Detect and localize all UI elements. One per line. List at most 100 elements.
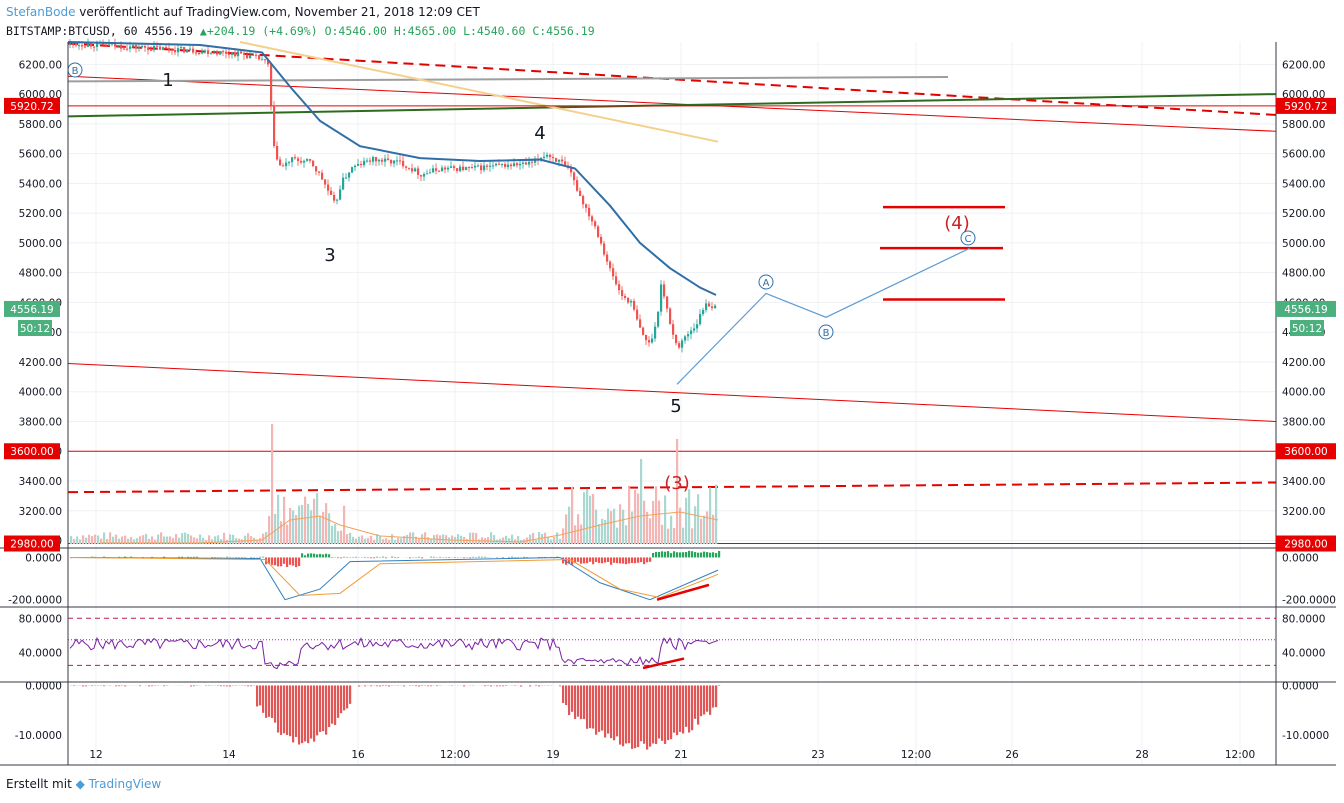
macd-histogram-bar (631, 557, 634, 564)
candle-body (495, 163, 498, 166)
volume-bar (628, 487, 631, 544)
volume-bar (79, 539, 82, 544)
candle-body (546, 154, 549, 157)
volume-bar (349, 532, 352, 544)
candle-body (582, 195, 585, 205)
candle-body (150, 49, 153, 51)
tradingview-link[interactable]: TradingView (88, 777, 162, 791)
volume-bar (391, 534, 394, 544)
price-tick-left: 3200.00 (19, 506, 62, 518)
macd-histogram-bar (511, 556, 514, 558)
countdown-tag-bg (18, 320, 52, 336)
volume-bar (142, 535, 145, 544)
tradingview-logo-icon[interactable]: ◆ (75, 777, 85, 791)
candle-body (318, 171, 321, 173)
volume-bar (472, 532, 475, 544)
volume-bar (181, 533, 184, 544)
osc3-bar (670, 685, 673, 740)
volume-bar (157, 534, 160, 544)
osc3-bar (250, 685, 253, 687)
volume-bar (691, 528, 694, 544)
price-tick-left: 3400.00 (19, 476, 62, 488)
volume-bar (544, 532, 547, 544)
candle-body (705, 303, 708, 310)
candle-body (471, 167, 474, 169)
last-price-tag: 4556.19 (1284, 304, 1327, 316)
volume-bar (646, 511, 649, 544)
candle-body (444, 167, 447, 170)
osc3-bar (304, 685, 307, 742)
osc3-tick-left: 0.0000 (25, 680, 62, 692)
volume-bar (199, 534, 202, 544)
price-tick-right: 4000.00 (1282, 387, 1325, 399)
level-5920-tag: 5920.72 (1284, 101, 1327, 113)
level-3600-tag: 3600.00 (1284, 446, 1327, 458)
candle-body (531, 161, 534, 163)
macd-histogram-bar (364, 556, 367, 558)
indicator-panes (0, 547, 1336, 750)
time-tick: 28 (1135, 749, 1148, 761)
author-name[interactable]: StefanBode (6, 5, 76, 19)
volume-bar (139, 536, 142, 544)
candle-body (252, 54, 255, 56)
candle-body (210, 53, 213, 55)
candle-body (246, 54, 249, 59)
macd-histogram-bar (385, 557, 388, 559)
candle-body (507, 164, 510, 168)
candle-body (513, 163, 516, 167)
candle-body (189, 48, 192, 50)
macd-histogram-bar (298, 557, 301, 567)
osc3-bar (571, 685, 574, 712)
candle-body (615, 276, 618, 285)
candle-body (237, 51, 240, 57)
candle-body (594, 221, 597, 227)
price-tick-left: 5200.00 (19, 208, 62, 220)
volume-bar (715, 484, 718, 544)
volume-bar (94, 534, 97, 544)
macd-histogram-bar (478, 556, 481, 558)
osc3-bar (370, 685, 373, 687)
macd-histogram-bar (421, 557, 424, 559)
last-price-tag-bg (4, 300, 60, 317)
gray-horizontal-line (67, 75, 949, 83)
candle-body (303, 160, 306, 163)
macd-histogram-bar (304, 555, 307, 558)
rsi-tick-right: 40.0000 (1282, 648, 1325, 660)
osc3-bar (697, 685, 700, 725)
price-tick-right: 3800.00 (1282, 416, 1325, 428)
candle-body (408, 167, 411, 169)
osc3-bar (463, 685, 466, 687)
volume-bar (331, 525, 334, 544)
volume-bar (172, 537, 175, 544)
symbol-label[interactable]: BITSTAMP:BTCUSD, 60 (6, 24, 138, 38)
macd-histogram-bar (601, 557, 604, 564)
osc3-bar (484, 685, 487, 687)
candle-body (360, 163, 363, 166)
volume-bar (505, 535, 508, 544)
candle-body (393, 160, 396, 164)
osc3-bar (280, 685, 283, 735)
volume-bar (430, 538, 433, 544)
osc3-bar (679, 685, 682, 732)
candle-body (525, 162, 528, 165)
volume-bar (214, 536, 217, 544)
low-value: L:4540.60 (463, 24, 526, 38)
volume-bar (592, 493, 595, 544)
candle-body (549, 154, 552, 157)
volume-bar (280, 521, 283, 544)
candle-body (543, 156, 546, 158)
chart-header-ohlc: BITSTAMP:BTCUSD, 60 4556.19 ▲+204.19 (+4… (6, 24, 595, 38)
osc3-bar (91, 685, 94, 687)
volume-bar (367, 537, 370, 544)
volume-bar (601, 518, 604, 544)
price-tick-left: 6200.00 (19, 59, 62, 71)
ema-line (67, 41, 717, 296)
osc3-bar (118, 685, 121, 687)
price-change: +204.19 (+4.69%) (206, 24, 318, 38)
volume-bar (682, 527, 685, 544)
osc3-bar (490, 685, 493, 687)
volume-bar (76, 536, 79, 544)
volume-bar (133, 539, 136, 544)
